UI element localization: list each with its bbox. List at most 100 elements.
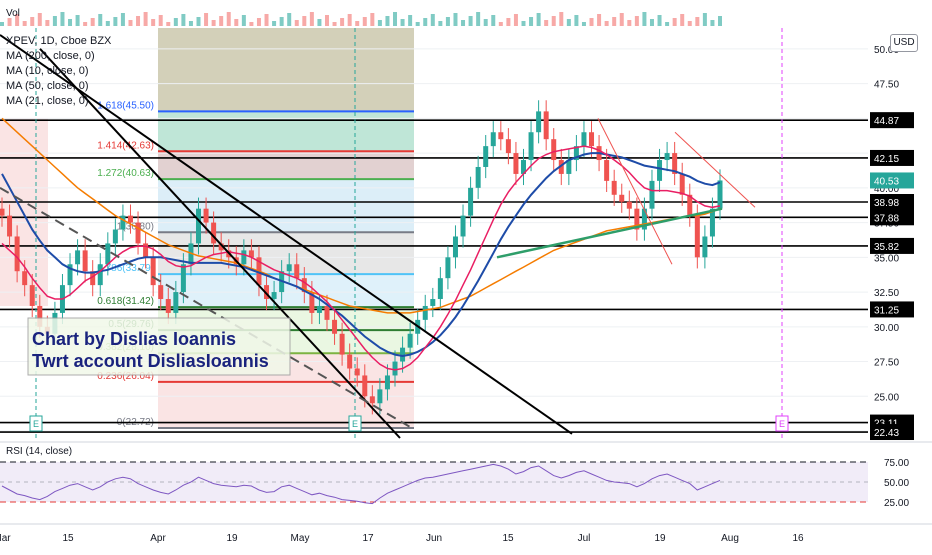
candle-body [203, 208, 209, 223]
volume-bar [98, 14, 103, 26]
candle-body [483, 146, 489, 167]
volume-bar [634, 16, 639, 26]
candle-body [173, 292, 179, 313]
volume-bar [702, 13, 707, 26]
volume-bar [173, 18, 178, 26]
ma10-line [1, 145, 721, 371]
legend-ma21[interactable]: MA (21, close, 0) [6, 95, 89, 107]
candle-body [264, 285, 270, 300]
price-tick-label: 32.50 [874, 288, 899, 299]
volume-bar [105, 21, 110, 26]
candle-body [324, 305, 330, 320]
fib-zone-1 [158, 111, 414, 152]
candle-body [604, 160, 610, 181]
time-tick-label: 17 [362, 533, 374, 544]
candle-body [709, 208, 715, 237]
volume-bar [408, 15, 413, 26]
level-tag: 37.88 [874, 213, 899, 224]
fib-label: 0.618(31.42) [97, 296, 154, 307]
level-tag-bg [870, 112, 914, 129]
volume-bar [15, 14, 20, 26]
volume-bar [188, 21, 193, 26]
candle-body [14, 236, 20, 272]
volume-bar [695, 17, 700, 26]
level-tag-bg [870, 424, 914, 441]
candle-body [589, 132, 595, 147]
volume-bar [120, 13, 125, 26]
candle-body [452, 236, 458, 258]
candle-body [657, 160, 663, 181]
volume-bar [324, 15, 329, 26]
volume-bar [597, 14, 602, 26]
volume-bar [256, 18, 261, 26]
volume-bar [332, 22, 337, 26]
volume-bar [377, 20, 382, 26]
volume-bar [680, 14, 685, 26]
volume-bar [521, 21, 526, 26]
earnings-flag [29, 415, 43, 432]
currency-button[interactable]: USD [890, 34, 918, 52]
ma50-line [1, 117, 721, 314]
volume-bar [226, 12, 231, 26]
volume-bar [370, 13, 375, 26]
fib-zone-5 [158, 274, 414, 308]
legend-ma50[interactable]: MA (50, close, 0) [6, 80, 89, 92]
volume-bar [491, 15, 496, 26]
ma21-line [1, 152, 721, 358]
candle-body [672, 153, 678, 174]
volume-bar [234, 19, 239, 26]
volume-label: Vol [6, 8, 20, 19]
volume-bar [68, 19, 73, 26]
volume-bar [219, 16, 224, 26]
price-tick-label: 35.00 [874, 253, 899, 264]
volume-bar [113, 17, 118, 26]
time-tick-label: Jul [578, 533, 591, 544]
candle-body [369, 396, 375, 404]
volume-bar [468, 16, 473, 26]
candle-body [150, 257, 156, 286]
volume-bar [196, 17, 201, 26]
candle-body [286, 264, 292, 272]
volume-bar [529, 17, 534, 26]
current-price-tag-bg [870, 172, 914, 189]
candle-body [354, 368, 360, 376]
candle-body [29, 285, 35, 306]
candle-body [468, 187, 474, 216]
level-tag: 42.15 [874, 154, 899, 165]
legend-ma10[interactable]: MA (10, close, 0) [6, 65, 89, 77]
volume-bar [513, 14, 518, 26]
candle-body [543, 111, 549, 140]
candle-body [211, 222, 217, 244]
volume-bar [657, 15, 662, 26]
legend-ma200[interactable]: MA (200, close, 0) [6, 50, 95, 62]
volume-bar [430, 14, 435, 26]
candle-body [400, 347, 406, 362]
trendline-red [674, 131, 756, 208]
candle-body [112, 229, 118, 244]
candle-body [717, 180, 723, 209]
candle-body [165, 299, 171, 313]
volume-bar [0, 22, 4, 26]
volume-bar [355, 21, 360, 26]
time-tick-label: 16 [792, 533, 804, 544]
candle-body [520, 160, 526, 174]
candle-body [528, 132, 534, 161]
price-tick-label: 47.50 [874, 80, 899, 91]
candle-body [475, 166, 481, 188]
candle-body [377, 389, 383, 404]
watermark-line-1: Chart by Dislias Ioannis [32, 329, 236, 349]
candle-body [241, 250, 247, 265]
volume-bar [90, 18, 95, 26]
volume-bar [551, 16, 556, 26]
volume-bar [445, 17, 450, 26]
volume-bar [476, 12, 481, 26]
candle-body [566, 160, 572, 174]
earnings-flag-label: E [779, 419, 785, 429]
watermark-box [27, 317, 291, 376]
level-tag-bg [870, 237, 914, 254]
earnings-flag [775, 415, 789, 432]
volume-bar [672, 18, 677, 26]
rsi-label: RSI (14, close) [6, 446, 73, 457]
